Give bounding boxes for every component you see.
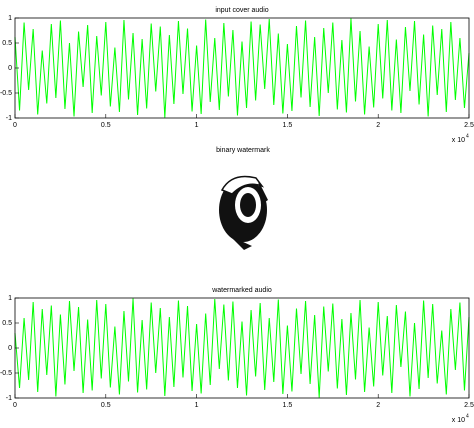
- y-tick-label: 1: [8, 295, 12, 302]
- y-tick-label: -1: [6, 395, 12, 402]
- x-tick-label: 0: [13, 402, 17, 409]
- y-tick-label: -0.5: [0, 90, 12, 97]
- x-tick-label: 0: [13, 122, 17, 129]
- watermark-title: binary watermark: [216, 147, 270, 154]
- x-scale-exponent: 4: [466, 133, 469, 139]
- x-tick-label: 1.5: [283, 122, 293, 129]
- chart-title: input cover audio: [215, 7, 268, 14]
- chart-title: watermarked audio: [211, 287, 272, 294]
- y-tick-label: -1: [6, 115, 12, 122]
- y-tick-label: 0: [8, 345, 12, 352]
- x-tick-label: 1: [195, 402, 199, 409]
- x-tick-label: 2.5: [464, 402, 474, 409]
- x-scale-exponent: 4: [466, 413, 469, 419]
- figure: binary watermark input cover audio -1 -0.5…: [0, 0, 474, 428]
- x-tick-label: 2.5: [464, 122, 474, 129]
- x-tick-label: 0.5: [101, 402, 111, 409]
- y-tick-label: 1: [8, 15, 12, 22]
- x-tick-label: 2: [376, 122, 380, 129]
- x-tick-label: 1.5: [283, 402, 293, 409]
- y-tick-label: -0.5: [0, 370, 12, 377]
- x-scale-base: x 10: [452, 417, 465, 424]
- x-tick-label: 2: [376, 402, 380, 409]
- y-tick-label: 0: [8, 65, 12, 72]
- y-tick-label: 0.5: [2, 40, 12, 47]
- x-tick-label: 0.5: [101, 122, 111, 129]
- y-tick-label: 0.5: [2, 320, 12, 327]
- x-scale-base: x 10: [452, 137, 465, 144]
- x-tick-label: 1: [195, 122, 199, 129]
